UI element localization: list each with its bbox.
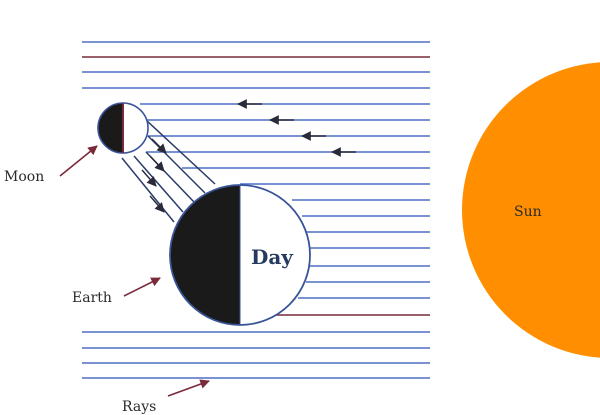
sun-disc — [462, 62, 600, 358]
rays-label: Rays — [122, 399, 156, 415]
moon-label: Moon — [4, 169, 44, 185]
arrow — [149, 155, 165, 172]
reflected-ray — [121, 157, 175, 223]
sun-rays — [82, 41, 430, 379]
moon-pointer — [59, 145, 98, 177]
moon — [97, 102, 149, 154]
earth-pointer — [123, 277, 161, 297]
reflected-ray — [133, 155, 184, 213]
rays-pointer — [167, 379, 210, 397]
sun-label: Sun — [514, 204, 542, 220]
moon-night-side — [98, 103, 123, 153]
moon-day-side — [123, 103, 148, 153]
arrow — [151, 138, 167, 154]
label-pointers — [59, 145, 210, 397]
reflected-ray — [145, 119, 216, 185]
earth — [169, 184, 311, 326]
arrow — [149, 195, 165, 213]
earth-day-side — [240, 185, 310, 325]
earth-night-side — [170, 185, 240, 325]
day-label: Day — [251, 245, 294, 269]
arrow — [141, 169, 157, 187]
earth-label: Earth — [72, 290, 112, 306]
reflected-ray-arrows — [141, 138, 167, 213]
sun-ray-arrows — [237, 99, 356, 157]
